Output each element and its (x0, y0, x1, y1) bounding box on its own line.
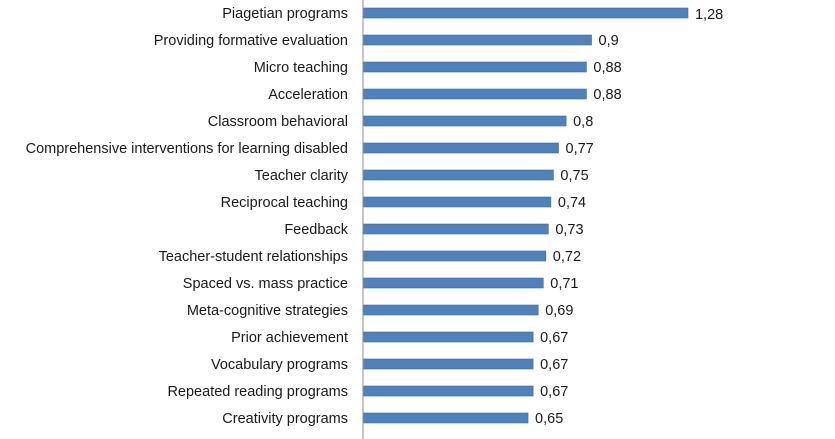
bar-12 (362, 331, 534, 343)
category-labels: Piagetian programs Providing formative ev… (26, 6, 349, 427)
bar-10 (362, 277, 544, 289)
bar-1 (362, 34, 592, 46)
value-label-8: 0,73 (555, 222, 583, 238)
bar-14 (362, 385, 534, 397)
category-label-10: Spaced vs. mass practice (183, 276, 348, 292)
value-label-1: 0,9 (599, 33, 619, 49)
category-label-3: Acceleration (268, 87, 348, 103)
value-label-14: 0,67 (540, 384, 568, 400)
category-label-14: Repeated reading programs (167, 384, 348, 400)
value-label-5: 0,77 (566, 141, 594, 157)
category-label-8: Feedback (284, 222, 348, 238)
bar-7 (362, 196, 552, 208)
value-label-9: 0,72 (553, 249, 581, 265)
bar-8 (362, 223, 549, 235)
category-label-15: Creativity programs (222, 411, 348, 427)
bars-layer (362, 7, 689, 424)
value-label-3: 0,88 (593, 87, 621, 103)
value-label-12: 0,67 (540, 330, 568, 346)
bar-6 (362, 169, 554, 181)
category-label-5: Comprehensive interventions for learning… (26, 141, 348, 157)
value-label-6: 0,75 (560, 168, 588, 184)
category-label-4: Classroom behavioral (208, 114, 348, 130)
value-label-2: 0,88 (593, 60, 621, 76)
category-label-11: Meta-cognitive strategies (187, 303, 348, 319)
bar-9 (362, 250, 547, 262)
bar-15 (362, 412, 529, 424)
category-label-7: Reciprocal teaching (221, 195, 348, 211)
value-label-11: 0,69 (545, 303, 573, 319)
value-labels: 1,280,90,880,880,80,770,750,740,730,720,… (535, 7, 723, 427)
category-label-12: Prior achievement (231, 330, 348, 346)
value-label-10: 0,71 (550, 276, 578, 292)
bar-2 (362, 61, 587, 73)
category-label-6: Teacher clarity (255, 168, 349, 184)
bar-3 (362, 88, 587, 100)
category-label-0: Piagetian programs (222, 6, 348, 22)
category-label-9: Teacher-student relationships (159, 249, 348, 265)
bar-0 (362, 7, 689, 19)
value-label-4: 0,8 (573, 114, 593, 130)
category-label-1: Providing formative evaluation (154, 33, 348, 49)
bar-4 (362, 115, 567, 127)
value-label-13: 0,67 (540, 357, 568, 373)
category-label-13: Vocabulary programs (211, 357, 348, 373)
bar-11 (362, 304, 539, 316)
value-label-15: 0,65 (535, 411, 563, 427)
value-label-0: 1,28 (695, 7, 723, 23)
bar-13 (362, 358, 534, 370)
bar-5 (362, 142, 559, 154)
category-label-2: Micro teaching (254, 60, 348, 76)
value-label-7: 0,74 (558, 195, 586, 211)
